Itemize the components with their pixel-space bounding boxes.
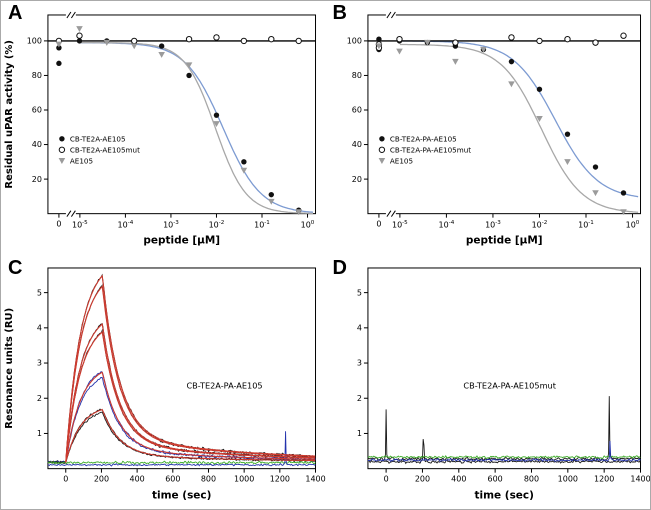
svg-text:80: 80 [32,71,42,80]
svg-text:40: 40 [32,140,42,149]
svg-text:40: 40 [351,140,361,149]
svg-text:600: 600 [487,474,502,483]
svg-text:100: 100 [301,220,315,229]
svg-text:1000: 1000 [234,474,254,483]
svg-text:peptide [µM]: peptide [µM] [143,235,220,247]
svg-text:1400: 1400 [305,474,325,483]
svg-text:3: 3 [356,358,361,367]
svg-text:CB-TE2A-PA-AE105mut: CB-TE2A-PA-AE105mut [389,146,470,155]
svg-text:800: 800 [523,474,538,483]
svg-text:peptide [µM]: peptide [µM] [465,235,542,247]
svg-text:10-5: 10-5 [72,220,88,229]
svg-text:4: 4 [356,323,361,332]
svg-text:200: 200 [94,474,109,483]
svg-text:3: 3 [37,358,42,367]
svg-text:2: 2 [37,394,42,403]
panel-d-letter: D [332,256,347,279]
panel-b-letter: B [332,2,347,24]
svg-text:10-3: 10-3 [163,220,179,229]
svg-text:5: 5 [37,288,42,297]
svg-text:5: 5 [356,288,361,297]
svg-text:10-2: 10-2 [209,220,225,229]
svg-text:60: 60 [351,106,361,115]
svg-text:100: 100 [27,37,42,46]
svg-text:time (sec): time (sec) [152,489,211,501]
svg-text:10-1: 10-1 [254,220,270,229]
panel-d-chart: 0 200 400 600 800 1000 1200 1400 1 2 3 4 5 CB-TE2A-PA… [356,267,650,501]
svg-text:CB-TE2A-PA-AE105: CB-TE2A-PA-AE105 [389,135,456,144]
svg-text:1000: 1000 [557,474,577,483]
svg-text:800: 800 [201,474,216,483]
svg-text:1: 1 [356,429,361,438]
svg-text:10-4: 10-4 [438,220,454,229]
svg-text:0: 0 [376,220,381,229]
svg-text:CB-TE2A-AE105mut: CB-TE2A-AE105mut [70,146,140,155]
svg-text:600: 600 [165,474,180,483]
svg-text:10-3: 10-3 [485,220,501,229]
svg-text:10-2: 10-2 [531,220,547,229]
svg-text:10-4: 10-4 [118,220,134,229]
svg-text:400: 400 [130,474,145,483]
svg-text:1400: 1400 [630,474,650,483]
panel-b-chart: 0 10-5 10-4 10-3 10-2 10-1 100 20 40 60 80 100 CB-TE… [346,11,641,247]
svg-text:1: 1 [37,429,42,438]
svg-text:Resonance units (RU): Resonance units (RU) [4,307,15,428]
svg-text:time (sec): time (sec) [474,489,533,501]
svg-text:1200: 1200 [594,474,614,483]
svg-text:CB-TE2A-PA-AE105: CB-TE2A-PA-AE105 [186,380,262,390]
panel-a: A 0 10-5 10-4 10-3 10-2 10-1 100 20 40 60 80 100 CB-… [1,1,326,256]
panel-b: B 0 10-5 10-4 10-3 10-2 10-1 100 20 40 60 80 100 CB-… [326,1,651,256]
svg-text:2: 2 [356,394,361,403]
svg-text:10-1: 10-1 [578,220,594,229]
svg-text:AE105: AE105 [389,157,412,166]
svg-text:1200: 1200 [270,474,290,483]
svg-text:400: 400 [451,474,466,483]
svg-text:100: 100 [625,220,639,229]
svg-text:200: 200 [414,474,429,483]
panel-c-chart: 0 200 400 600 800 1000 1200 1400 1 2 3 4 5 CB-TE2A-PA… [4,267,326,501]
svg-text:AE105: AE105 [70,157,93,166]
svg-text:CB-TE2A-AE105: CB-TE2A-AE105 [70,135,126,144]
panel-d: D 0 200 400 600 800 1000 1200 1400 1 2 3 4 5 CB-TE2A-… [326,256,651,509]
svg-text:Residual uPAR activity (%): Residual uPAR activity (%) [4,40,15,189]
svg-text:20: 20 [32,175,42,184]
svg-text:60: 60 [32,106,42,115]
svg-text:100: 100 [346,37,361,46]
panel-a-letter: A [8,2,23,24]
panel-a-chart: 0 10-5 10-4 10-3 10-2 10-1 100 20 40 60 80 100 CB-TE… [4,11,317,247]
svg-text:0: 0 [63,474,68,483]
panel-c: C 0 200 400 600 800 1000 1200 1400 1 2 3 4 5 CB-TE2A-… [1,256,326,509]
svg-text:80: 80 [351,71,361,80]
svg-text:4: 4 [37,323,42,332]
svg-text:10-5: 10-5 [392,220,408,229]
panel-c-letter: C [8,256,23,279]
svg-text:CB-TE2A-PA-AE105mut: CB-TE2A-PA-AE105mut [463,380,556,390]
svg-text:0: 0 [383,474,388,483]
svg-text:0: 0 [56,220,61,229]
svg-text:20: 20 [351,175,361,184]
